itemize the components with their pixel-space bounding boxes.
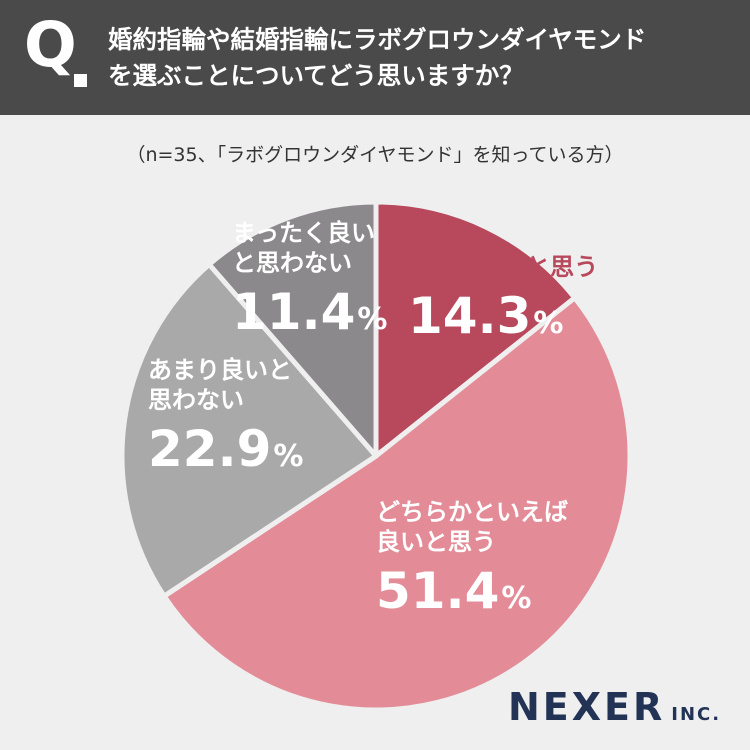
slice-name-line-1: まったく良い bbox=[232, 219, 376, 247]
slice-very-good bbox=[373, 199, 578, 459]
sample-note: （n=35、「ラボグロウンダイヤモンド」を知っている方） bbox=[126, 144, 624, 166]
slice-name-line-2: 良いと思う bbox=[376, 528, 496, 556]
question-line-2: を選ぶことについてどう思いますか？ bbox=[108, 61, 524, 90]
slice-percent: 51.4% bbox=[376, 562, 532, 620]
slice-label-very-good: とても良いと思う 14.3% bbox=[408, 252, 598, 354]
slice-label-not-very-good: あまり良いと 思わない 22.9% bbox=[148, 355, 303, 487]
question-text: 婚約指輪や結婚指輪にラボグロウンダイヤモンド を選ぶことについてどう思いますか？ bbox=[108, 22, 728, 94]
slice-name-line-2: 思わない bbox=[148, 386, 244, 414]
slice-percent: 14.3% bbox=[408, 287, 564, 345]
slice-not-good-at-all bbox=[206, 199, 379, 459]
q-dot bbox=[74, 74, 87, 87]
slice-label-not-good-at-all: まったく良い と思わない 11.4% bbox=[232, 218, 387, 350]
slice-not-very-good bbox=[119, 261, 379, 599]
slice-label-somewhat-good: どちらかといえば 良いと思う 51.4% bbox=[376, 497, 568, 629]
slice-percent: 22.9% bbox=[148, 420, 304, 478]
slice-percent: 11.4% bbox=[232, 283, 388, 341]
slice-somewhat-good bbox=[161, 295, 633, 713]
slice-name: とても良いと思う bbox=[408, 253, 599, 281]
slice-name-line-1: どちらかといえば bbox=[376, 498, 568, 526]
nexer-logo: NEXER INC. bbox=[508, 685, 722, 729]
slice-name-line-1: あまり良いと bbox=[148, 356, 292, 384]
question-line-1: 婚約指輪や結婚指輪にラボグロウンダイヤモンド bbox=[108, 25, 647, 54]
slice-name-line-2: と思わない bbox=[232, 249, 352, 277]
question-header: Q 婚約指輪や結婚指輪にラボグロウンダイヤモンド を選ぶことについてどう思います… bbox=[0, 0, 750, 115]
q-mark: Q bbox=[24, 8, 77, 81]
